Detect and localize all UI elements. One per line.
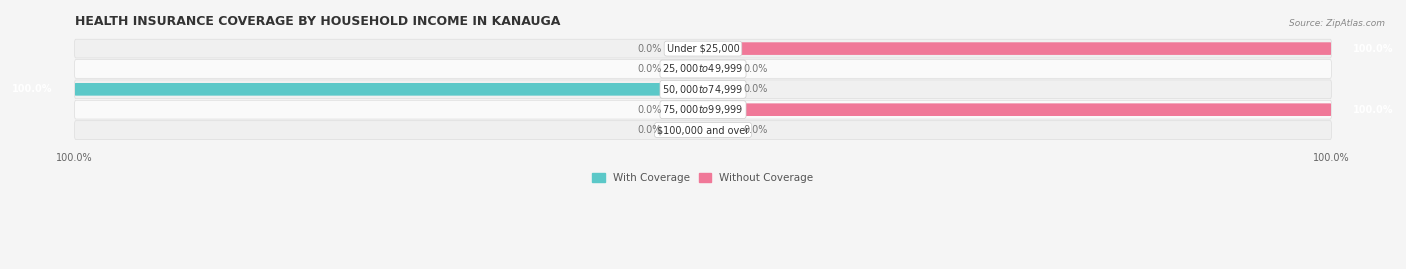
FancyBboxPatch shape xyxy=(703,42,1331,55)
FancyBboxPatch shape xyxy=(75,60,1331,78)
FancyBboxPatch shape xyxy=(672,103,703,116)
FancyBboxPatch shape xyxy=(703,103,734,116)
FancyBboxPatch shape xyxy=(672,42,703,55)
FancyBboxPatch shape xyxy=(75,121,1331,139)
Text: $25,000 to $49,999: $25,000 to $49,999 xyxy=(662,62,744,76)
Text: 100.0%: 100.0% xyxy=(13,84,52,94)
Text: 0.0%: 0.0% xyxy=(638,64,662,74)
FancyBboxPatch shape xyxy=(703,83,734,96)
Text: 0.0%: 0.0% xyxy=(638,125,662,135)
Text: 0.0%: 0.0% xyxy=(638,44,662,54)
Text: 100.0%: 100.0% xyxy=(1354,44,1393,54)
Text: 0.0%: 0.0% xyxy=(744,84,768,94)
Text: 0.0%: 0.0% xyxy=(744,64,768,74)
Text: 0.0%: 0.0% xyxy=(638,105,662,115)
FancyBboxPatch shape xyxy=(703,63,734,75)
Text: 100.0%: 100.0% xyxy=(1354,105,1393,115)
Text: $75,000 to $99,999: $75,000 to $99,999 xyxy=(662,103,744,116)
Text: Under $25,000: Under $25,000 xyxy=(666,44,740,54)
FancyBboxPatch shape xyxy=(75,39,1331,58)
FancyBboxPatch shape xyxy=(75,100,1331,119)
Text: $50,000 to $74,999: $50,000 to $74,999 xyxy=(662,83,744,96)
FancyBboxPatch shape xyxy=(672,63,703,75)
Text: 0.0%: 0.0% xyxy=(744,125,768,135)
FancyBboxPatch shape xyxy=(703,42,734,55)
FancyBboxPatch shape xyxy=(672,83,703,96)
FancyBboxPatch shape xyxy=(75,80,1331,99)
Text: HEALTH INSURANCE COVERAGE BY HOUSEHOLD INCOME IN KANAUGA: HEALTH INSURANCE COVERAGE BY HOUSEHOLD I… xyxy=(75,15,560,28)
FancyBboxPatch shape xyxy=(672,124,703,136)
Text: $100,000 and over: $100,000 and over xyxy=(657,125,749,135)
FancyBboxPatch shape xyxy=(703,124,734,136)
FancyBboxPatch shape xyxy=(75,83,703,96)
Legend: With Coverage, Without Coverage: With Coverage, Without Coverage xyxy=(588,169,818,187)
FancyBboxPatch shape xyxy=(703,103,1331,116)
Text: Source: ZipAtlas.com: Source: ZipAtlas.com xyxy=(1289,19,1385,28)
